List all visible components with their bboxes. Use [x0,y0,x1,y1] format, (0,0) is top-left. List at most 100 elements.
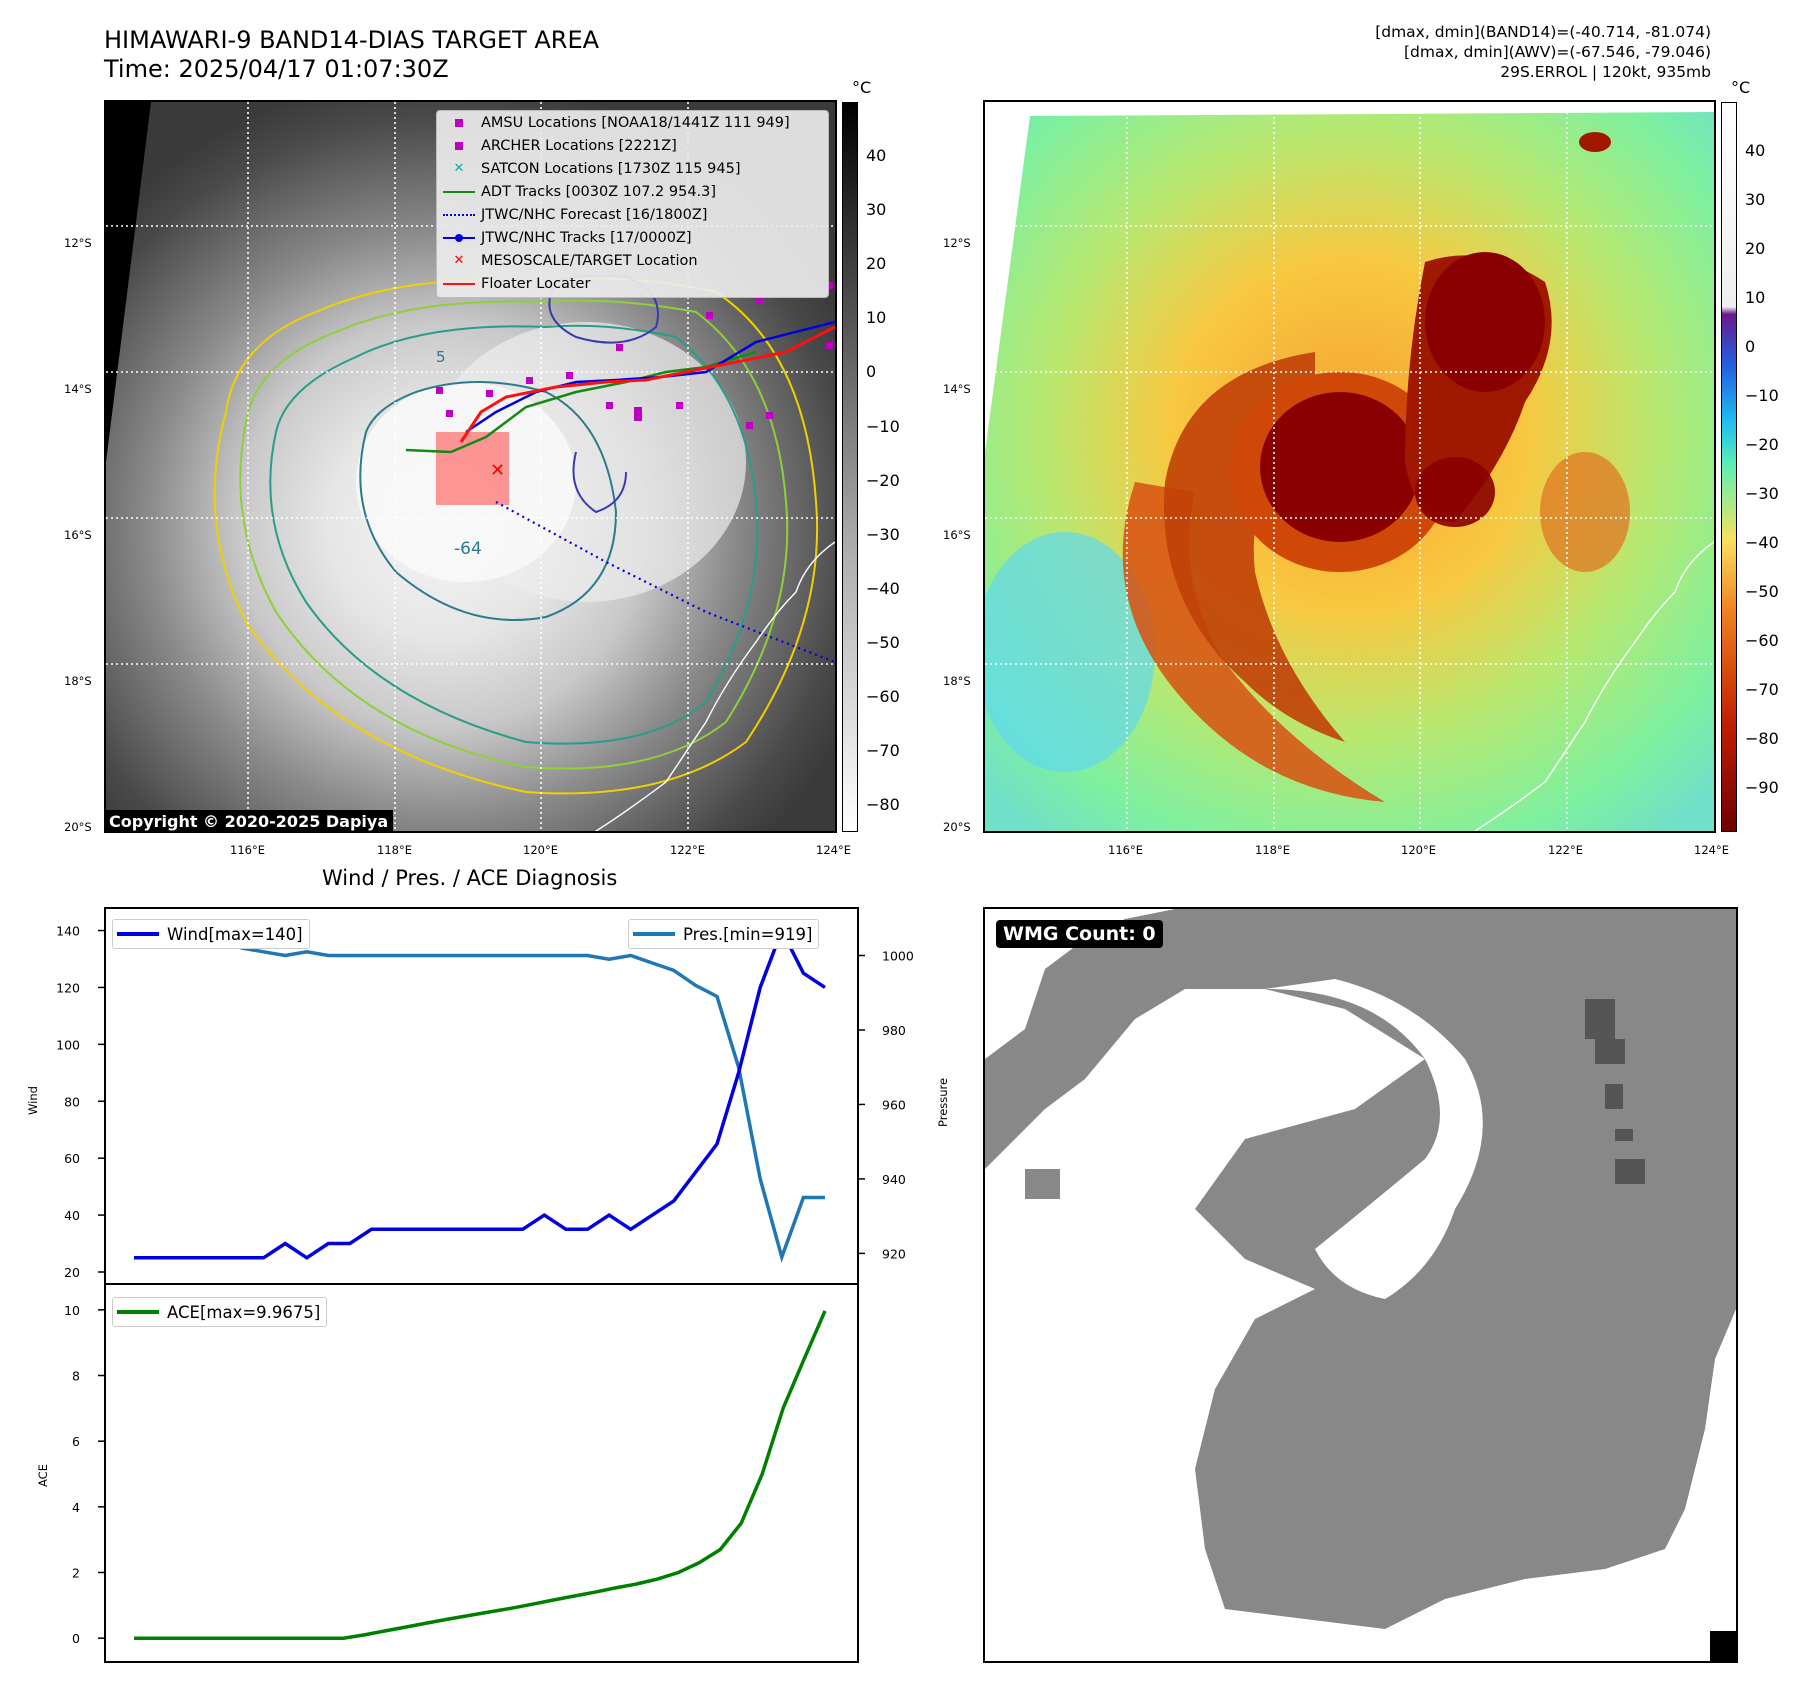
pressure-axis-label: Pressure [936,1077,950,1127]
colorbar-tick: 40 [866,146,887,165]
wmg-cell-dark [1615,1159,1645,1184]
legend-item: ✕ MESOSCALE/TARGET Location [437,251,698,271]
wind-tick-label: 140 [56,924,80,939]
ace-tick-label: 4 [72,1500,80,1515]
pressure-tick-label: 920 [882,1246,906,1261]
ace-legend: ACE[max=9.9675] [112,1297,328,1327]
lat-tick: 18°S [943,674,971,688]
ace-tick-label: 6 [72,1434,80,1449]
ace-tick-label: 0 [72,1631,80,1646]
colorbar-tick: 30 [1745,190,1766,209]
lon-tick: 118°E [377,843,412,857]
legend-item: JTWC/NHC Tracks [17/0000Z] [437,228,692,248]
wmg-cell-black [1710,1631,1736,1661]
ace-axis-label: ACE [36,1464,50,1487]
colorbar-unit: °C [852,78,872,97]
wind-axis-label: Wind [26,1086,40,1115]
contour-label: 5 [436,348,446,366]
pressure-tick-label: 1000 [882,949,914,964]
lat-tick: 20°S [64,820,92,834]
colorbar-tick: −10 [866,417,900,436]
target-x-marker: ✕ [490,460,505,481]
colorbar-tick: 0 [1745,337,1756,356]
ace-tick-label: 2 [72,1565,80,1580]
ace-tick-label: 8 [72,1369,80,1384]
wmg-cell-dark [1585,999,1615,1039]
colorbar-tick: −60 [1745,631,1779,650]
pressure-legend: Pres.[min=919] [628,919,820,949]
wind-line-icon [117,932,159,936]
contour-label: -64 [454,539,482,559]
coastline [1474,541,1714,831]
dry-band [985,532,1155,772]
chart-title: Wind / Pres. / ACE Diagnosis [322,866,618,890]
lat-tick: 14°S [943,382,971,396]
colorbar-tick: −10 [1745,386,1779,405]
inner-spiral [1164,352,1345,742]
ace-plot-frame [104,1283,859,1663]
colorbar-tick: −30 [866,525,900,544]
colorbar-tick: 20 [866,254,887,273]
cold-core [1260,392,1420,542]
magenta-square-icon [437,113,481,133]
colorbar-tick: −30 [1745,484,1779,503]
lon-tick: 120°E [1401,843,1436,857]
target-area-box [436,432,509,505]
cold-core-ne [1425,252,1545,392]
colorbar-unit: °C [1731,78,1751,97]
magenta-square-icon [437,136,481,156]
lon-tick: 122°E [1548,843,1583,857]
colorbar-tick: 20 [1745,239,1766,258]
colorbar-tick: −70 [866,741,900,760]
wmg-clear-region [1265,979,1483,1299]
colorbar-tick: −90 [1745,778,1779,797]
lon-tick: 122°E [670,843,705,857]
cold-patch [1579,132,1611,152]
pressure-tick-label: 980 [882,1023,906,1038]
wind-tick-label: 100 [56,1037,80,1052]
red-x-icon: ✕ [453,253,465,268]
wind-tick-label: 120 [56,980,80,995]
colorbar-tick: 40 [1745,141,1766,160]
lon-tick: 118°E [1255,843,1290,857]
colorbar-tick: −40 [866,579,900,598]
colorbar-tick: −60 [866,687,900,706]
colorbar-tick: 30 [866,200,887,219]
lat-tick: 16°S [64,528,92,542]
lon-tick: 120°E [523,843,558,857]
lat-tick: 14°S [64,382,92,396]
lat-tick: 16°S [943,528,971,542]
wind-plot-frame [104,907,859,1285]
colorbar-right [1721,102,1737,832]
legend-item: AMSU Locations [NOAA18/1441Z 111 949] [437,113,790,133]
lat-tick: 20°S [943,820,971,834]
cold-patch [1415,457,1495,527]
legend-item: ADT Tracks [0030Z 107.2 954.3] [437,182,716,202]
red-line-icon [437,274,481,294]
colorbar-tick: −50 [866,633,900,652]
legend-item: ✕ SATCON Locations [1730Z 115 945] [437,159,741,179]
lat-tick: 12°S [943,236,971,250]
colorbar-tick: 10 [866,308,887,327]
ace-line-icon [117,1310,159,1314]
wmg-cell [1025,1169,1060,1199]
cold-patch [1540,452,1630,572]
lon-tick: 124°E [816,843,851,857]
floater-track [459,325,835,443]
blue-dotted-line-icon [437,205,481,225]
wmg-cell-dark [1605,1084,1623,1109]
pressure-line [133,920,825,1263]
wind-tick-label: 40 [64,1208,80,1223]
storm-stats: [dmax, dmin](BAND14)=(-40.714, -81.074) … [1375,23,1711,81]
temperature-contours [213,274,819,795]
blue-line-dot-icon [437,228,481,248]
wmg-cell-dark [1615,1129,1633,1141]
copyright-label: Copyright © 2020-2025 Dapiya [104,810,394,833]
colorbar-left [842,102,858,832]
jtwc-forecast-track [495,501,835,664]
wind-tick-label: 60 [64,1151,80,1166]
colorbar-tick: 0 [866,362,877,381]
coastline [595,541,835,831]
wmg-panel [983,907,1738,1663]
lat-tick: 12°S [64,236,92,250]
